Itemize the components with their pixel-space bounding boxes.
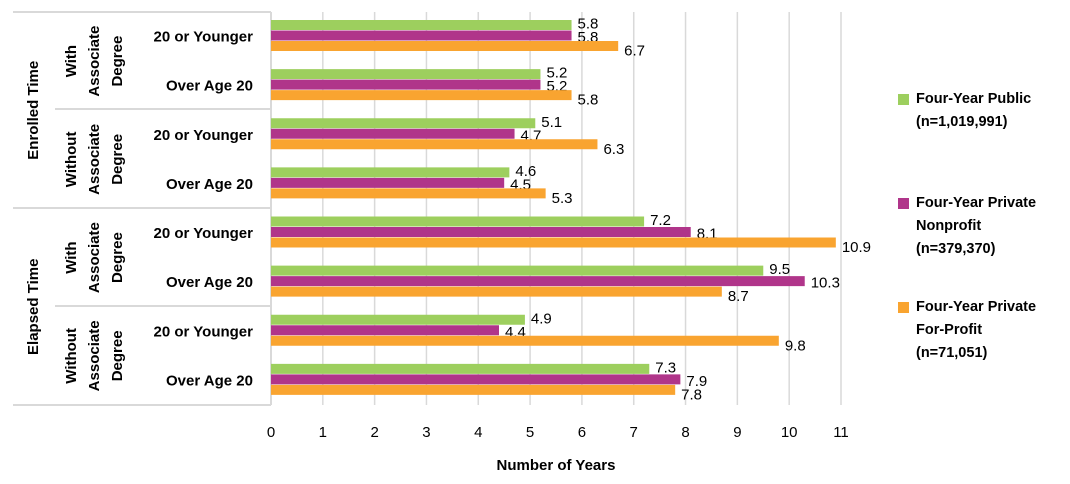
category-label: Over Age 20 <box>166 274 253 291</box>
legend-entry: Four-Year Public (n=1,019,991) <box>916 88 1031 134</box>
subgroup-label: Degree <box>109 36 126 87</box>
x-tick-label: 11 <box>833 424 849 441</box>
x-axis-title: Number of Years <box>497 457 616 474</box>
x-tick-label: 8 <box>681 424 689 441</box>
bar <box>271 79 541 90</box>
data-label: 6.3 <box>603 141 624 158</box>
x-tick-label: 0 <box>267 424 275 441</box>
data-label: 4.9 <box>531 310 552 327</box>
bar <box>271 30 572 41</box>
legend-entry: Four-Year Private Nonprofit (n=379,370) <box>916 192 1036 261</box>
group-label: Elapsed Time <box>25 259 42 355</box>
legend-swatch <box>898 302 909 313</box>
subgroup-label: Associate <box>86 26 103 97</box>
legend-swatch <box>898 94 909 105</box>
bar <box>271 90 572 101</box>
category-label: 20 or Younger <box>154 127 254 144</box>
subgroup-label: Without <box>63 132 80 188</box>
data-label: 7.8 <box>681 386 702 403</box>
bar <box>271 227 691 237</box>
data-label: 5.8 <box>578 16 599 33</box>
data-label: 5.8 <box>578 92 599 109</box>
x-tick-label: 7 <box>630 424 638 441</box>
group-label: Enrolled Time <box>25 61 42 160</box>
bar <box>271 69 541 80</box>
subgroup-label: Associate <box>86 222 103 293</box>
bar <box>271 286 722 297</box>
bar <box>271 41 619 51</box>
legend-text: Four-Year Private <box>916 299 1037 315</box>
bar <box>271 20 572 30</box>
data-label: 5.2 <box>546 65 567 82</box>
bar <box>271 237 836 248</box>
legend-text: Four-Year Public <box>916 91 1032 107</box>
data-label: 8.7 <box>728 288 749 305</box>
x-tick-label: 10 <box>781 424 798 441</box>
subgroup-label: Without <box>63 328 80 384</box>
x-tick-label: 9 <box>733 424 741 441</box>
x-tick-label: 3 <box>422 424 430 441</box>
data-label: 6.7 <box>624 43 645 60</box>
legend-text: Four-Year Private <box>916 195 1037 211</box>
subgroup-label: With <box>63 45 80 77</box>
x-tick-label: 6 <box>578 424 586 441</box>
bar <box>271 188 546 199</box>
legend-text: Nonprofit <box>916 218 982 234</box>
x-tick-label: 4 <box>474 424 482 441</box>
bar <box>271 363 650 374</box>
legend-text: (n=1,019,991) <box>916 114 1008 130</box>
data-label: 9.8 <box>785 337 806 354</box>
data-label: 10.9 <box>842 239 871 256</box>
bar <box>271 265 764 276</box>
category-label: 20 or Younger <box>154 323 254 340</box>
bar <box>271 335 779 346</box>
data-label: 10.3 <box>811 275 840 292</box>
bar <box>271 177 505 188</box>
x-tick-label: 2 <box>370 424 378 441</box>
subgroup-label: Degree <box>109 330 126 381</box>
bar <box>271 118 536 129</box>
legend-text: (n=379,370) <box>916 241 996 257</box>
bar <box>271 314 525 325</box>
bar <box>271 374 681 385</box>
legend-swatch <box>898 198 909 209</box>
legend-text: For-Profit <box>916 322 983 338</box>
category-label: Over Age 20 <box>166 176 253 193</box>
x-tick-label: 1 <box>319 424 327 441</box>
bar <box>271 325 499 336</box>
category-label: 20 or Younger <box>154 225 254 242</box>
bar <box>271 128 515 139</box>
subgroup-label: Degree <box>109 134 126 185</box>
subgroup-label: Associate <box>86 124 103 195</box>
category-label: 20 or Younger <box>154 29 254 46</box>
bar <box>271 139 598 150</box>
bar <box>271 384 676 395</box>
data-label: 5.1 <box>541 114 562 131</box>
x-tick-label: 5 <box>526 424 534 441</box>
subgroup-label: Associate <box>86 320 103 391</box>
category-label: Over Age 20 <box>166 372 253 389</box>
data-label: 7.9 <box>686 373 707 390</box>
data-label: 4.6 <box>515 163 536 180</box>
data-label: 9.5 <box>769 261 790 278</box>
category-label: Over Age 20 <box>166 78 253 95</box>
subgroup-label: With <box>63 241 80 273</box>
data-label: 5.3 <box>552 190 573 207</box>
data-label: 7.2 <box>650 212 671 229</box>
bar <box>271 216 645 227</box>
bar <box>271 167 510 178</box>
subgroup-label: Degree <box>109 232 126 283</box>
bar <box>271 276 805 287</box>
data-label: 7.3 <box>655 359 676 376</box>
legend-entry: Four-Year Private For-Profit (n=71,051) <box>916 296 1036 365</box>
legend-text: (n=71,051) <box>916 345 988 361</box>
